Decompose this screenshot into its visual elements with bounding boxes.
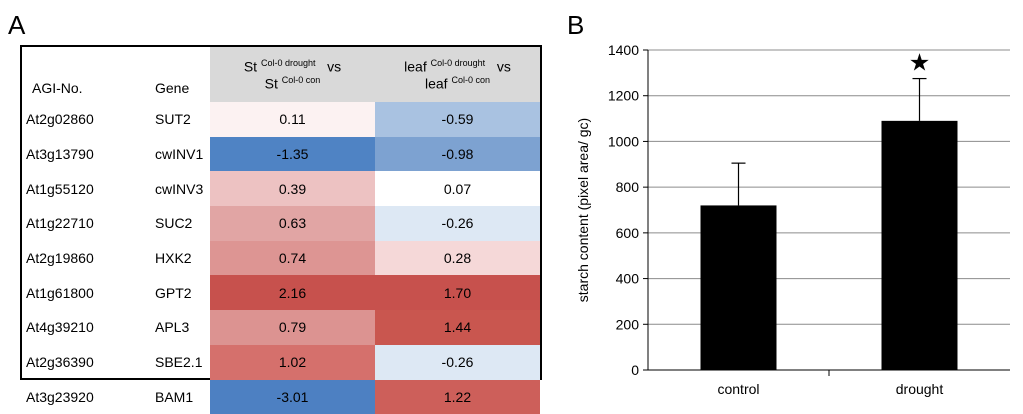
x-tick-label: drought (896, 381, 944, 397)
y-tick-label: 600 (616, 225, 640, 241)
bar-control (701, 205, 777, 370)
starch-bar-chart: 0 200 400 600 800 1000 1200 1400 control ★ drought… (560, 30, 1015, 401)
header-leaf-vs: vs (497, 58, 511, 74)
y-tick-label: 400 (616, 271, 640, 287)
cell-st-value: -1.35 (210, 137, 375, 172)
cell-agi: At2g19860 (22, 241, 137, 276)
cell-agi: At4g39210 (22, 310, 137, 345)
header-gene: Gene (137, 47, 210, 102)
header-leaf-prefix-2: leaf (425, 75, 448, 91)
cell-leaf-value: 1.70 (375, 275, 540, 310)
cell-agi: At1g61800 (22, 275, 137, 310)
header-st-vs: vs (327, 58, 341, 74)
cell-leaf-value: 1.44 (375, 310, 540, 345)
y-tick-label: 1200 (608, 88, 639, 104)
bar-drought (882, 121, 958, 370)
cell-gene: SUC2 (137, 206, 210, 241)
panel-label-a: A (8, 10, 25, 41)
cell-st-value: -3.01 (210, 380, 375, 414)
header-st-prefix-1: St (244, 58, 257, 74)
cell-st-value: 0.74 (210, 241, 375, 276)
header-leaf: leaf Col-0 drought vs leaf Col-0 con (375, 47, 540, 102)
significance-star: ★ (909, 50, 931, 77)
y-tick-label: 800 (616, 179, 640, 195)
cell-agi: At1g55120 (22, 171, 137, 206)
cell-gene: cwINV1 (137, 137, 210, 172)
cell-agi: At2g36390 (22, 345, 137, 380)
cell-agi: At3g23920 (22, 380, 137, 414)
cell-agi: At2g02860 (22, 102, 137, 137)
cell-agi: At3g13790 (22, 137, 137, 172)
cell-leaf-value: 1.22 (375, 380, 540, 414)
header-leaf-sup-1: Col-0 drought (431, 58, 486, 68)
cell-st-value: 0.11 (210, 102, 375, 137)
cell-leaf-value: -0.98 (375, 137, 540, 172)
header-st-prefix-2: St (265, 75, 278, 91)
cell-leaf-value: 0.28 (375, 241, 540, 276)
cell-leaf-value: 0.07 (375, 171, 540, 206)
cell-st-value: 0.79 (210, 310, 375, 345)
header-leaf-sup-2: Col-0 con (451, 75, 490, 85)
cell-leaf-value: -0.59 (375, 102, 540, 137)
cell-st-value: 0.39 (210, 171, 375, 206)
cell-gene: cwINV3 (137, 171, 210, 206)
heatmap-table: AGI-No. Gene St Col-0 drought vs St Col-… (22, 47, 540, 414)
y-tick-label: 0 (631, 362, 639, 378)
table-header-row: AGI-No. Gene St Col-0 drought vs St Col-… (22, 47, 540, 102)
cell-st-value: 0.63 (210, 206, 375, 241)
header-leaf-prefix-1: leaf (404, 58, 427, 74)
heatmap-table-frame: AGI-No. Gene St Col-0 drought vs St Col-… (20, 45, 542, 380)
y-tick-label: 1400 (608, 42, 639, 58)
cell-st-value: 2.16 (210, 275, 375, 310)
cell-gene: SBE2.1 (137, 345, 210, 380)
y-tick-label: 200 (616, 316, 640, 332)
header-agi: AGI-No. (22, 47, 137, 102)
header-st-sup-1: Col-0 drought (261, 58, 316, 68)
cell-gene: BAM1 (137, 380, 210, 414)
cell-leaf-value: -0.26 (375, 345, 540, 380)
cell-gene: APL3 (137, 310, 210, 345)
cell-st-value: 1.02 (210, 345, 375, 380)
header-st-sup-2: Col-0 con (282, 75, 321, 85)
cell-gene: HXK2 (137, 241, 210, 276)
y-axis-label: starch content (pixel area/ gc) (575, 118, 591, 302)
y-tick-label: 1000 (608, 133, 639, 149)
x-tick-label: control (717, 381, 759, 397)
cell-agi: At1g22710 (22, 206, 137, 241)
cell-gene: GPT2 (137, 275, 210, 310)
cell-gene: SUT2 (137, 102, 210, 137)
header-st: St Col-0 drought vs St Col-0 con (210, 47, 375, 102)
cell-leaf-value: -0.26 (375, 206, 540, 241)
